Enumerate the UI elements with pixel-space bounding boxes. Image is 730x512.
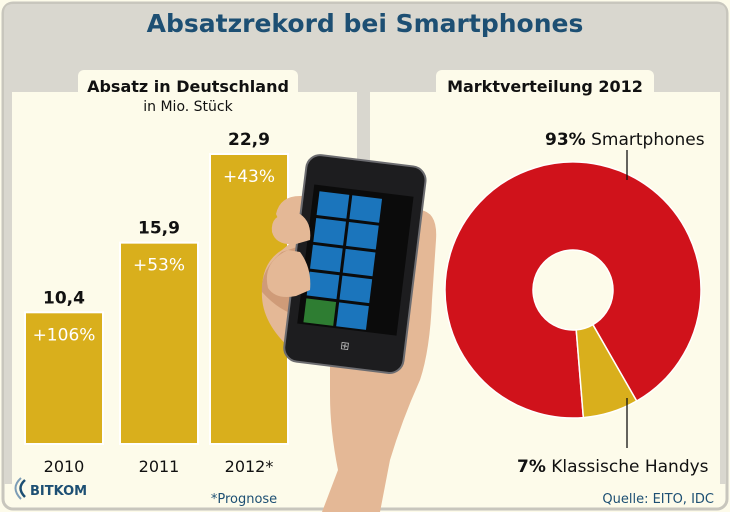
donut-label-smartphones: 93% Smartphones: [545, 130, 705, 150]
bar-change-label: +43%: [223, 167, 275, 187]
messaging-tile: [346, 222, 379, 250]
logo-arc-icon: [19, 479, 26, 498]
mail-tile: [310, 244, 343, 273]
x-tick-label: 2012*: [225, 457, 274, 476]
bars-layer: 10,4 +106% 2010 15,9 +53% 2011 22,9 +43% 2012*: [24, 130, 289, 476]
bar-value-label: 22,9: [228, 130, 270, 150]
phone-in-hand-illustration: ⊞: [261, 154, 437, 512]
chart-title: Absatzrekord bei Smartphones: [147, 9, 584, 38]
people-tile: [349, 195, 383, 223]
donut-title-box: [436, 70, 654, 102]
bar-chart-title: Absatz in Deutschland: [87, 77, 289, 96]
bar-value-label: 15,9: [138, 219, 180, 239]
donut-slice-smartphones: [444, 161, 702, 419]
calendar-tile: [306, 271, 340, 300]
internet-tile: [336, 302, 369, 330]
bar-value-label: 10,4: [43, 288, 85, 308]
xbox-tile: [303, 298, 337, 326]
bitkom-logo: BITKOM: [14, 477, 87, 500]
logo-text: BITKOM: [30, 484, 87, 499]
bar-2010: [24, 311, 104, 445]
facebook-tile: [313, 217, 346, 246]
forecast-footnote: *Prognose: [211, 492, 277, 507]
bar-change-label: +53%: [133, 256, 185, 276]
donut-slice-klassische-handys: [575, 323, 638, 419]
bar-2011: [119, 241, 199, 445]
music-tile: [339, 275, 373, 304]
bar-chart-subtitle: in Mio. Stück: [143, 99, 233, 115]
source-note: Quelle: EITO, IDC: [602, 492, 714, 507]
logo-arc-outer-icon: [14, 477, 22, 500]
phone-tile: [316, 191, 350, 219]
bar-change-label: +106%: [33, 325, 96, 345]
middle-finger: [271, 214, 311, 245]
x-tick-label: 2010: [44, 457, 85, 476]
camera-tile: [342, 248, 376, 277]
phone-tiles: [303, 191, 383, 330]
windows-key-icon: ⊞: [339, 339, 350, 353]
donut-layer: 93% Smartphones 7% Klassische Handys: [444, 130, 709, 477]
bar-title-box: [78, 70, 298, 102]
donut-chart-title: Marktverteilung 2012: [447, 77, 643, 96]
index-finger: [266, 250, 311, 297]
donut-label-handys: 7% Klassische Handys: [517, 457, 709, 477]
x-tick-label: 2011: [139, 457, 180, 476]
title-band: [4, 4, 726, 44]
